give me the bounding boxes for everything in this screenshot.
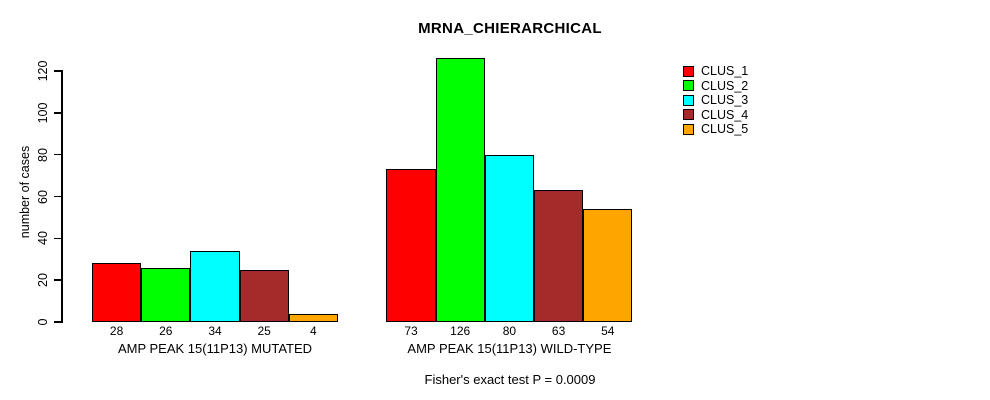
y-axis-tick-label: 80 (36, 147, 50, 162)
y-axis-tick (54, 153, 61, 156)
legend-label: CLUS_2 (701, 78, 749, 93)
bar (190, 250, 240, 322)
y-axis-tick (54, 237, 61, 240)
group-label: AMP PEAK 15(11P13) MUTATED (117, 341, 313, 356)
bar (141, 267, 191, 322)
y-axis-tick (54, 195, 61, 198)
bar-value-label: 28 (109, 324, 124, 338)
bar (92, 263, 142, 322)
y-axis-tick-label: 100 (36, 102, 50, 124)
y-axis-tick-label: 120 (36, 60, 50, 82)
bar (583, 209, 633, 322)
bar-value-label: 4 (310, 324, 317, 338)
bar (435, 58, 485, 322)
legend-swatch (683, 80, 694, 92)
legend-label: CLUS_1 (701, 64, 749, 79)
bar (239, 269, 289, 322)
bar-value-label: 126 (450, 324, 471, 338)
bar (484, 154, 534, 322)
annotation-fisher-test: Fisher's exact test P = 0.0009 (424, 372, 596, 387)
legend-item: CLUS_1 (683, 64, 748, 79)
bar-value-label: 34 (208, 324, 222, 338)
legend-item: CLUS_4 (683, 108, 748, 123)
bar (534, 190, 584, 322)
bar-value-label: 73 (404, 324, 418, 338)
y-axis-tick (54, 279, 61, 281)
legend-swatch (683, 94, 694, 106)
legend-item: CLUS_5 (683, 122, 748, 137)
y-axis-tick (54, 112, 61, 114)
y-axis-tick-label: 60 (36, 189, 50, 204)
group-label: AMP PEAK 15(11P13) WILD-TYPE (407, 341, 612, 356)
bar-value-label: 54 (601, 324, 615, 338)
legend-label: CLUS_4 (701, 107, 749, 122)
chart-title: MRNA_CHIERARCHICAL (418, 20, 602, 37)
legend-swatch (683, 109, 694, 121)
bar-value-label: 80 (502, 324, 517, 338)
bar (386, 169, 436, 322)
y-axis-tick-label: 40 (36, 231, 50, 246)
bar-value-label: 26 (159, 324, 173, 338)
legend-swatch (683, 123, 694, 135)
y-axis-line (61, 70, 63, 323)
legend-item: CLUS_2 (683, 79, 748, 94)
legend-item: CLUS_3 (683, 93, 748, 108)
legend-label: CLUS_3 (701, 93, 749, 108)
bar-value-label: 25 (257, 324, 271, 338)
bar-value-label: 63 (551, 324, 566, 338)
y-axis-tick (54, 321, 61, 323)
bar (288, 313, 338, 322)
y-axis-tick-label: 20 (36, 273, 50, 288)
legend-label: CLUS_5 (701, 122, 749, 137)
y-axis-tick-label: 0 (36, 318, 50, 326)
legend: CLUS_1 CLUS_2 CLUS_3 CLUS_4 CLUS_5 (683, 64, 748, 137)
y-axis-tick (54, 70, 61, 72)
legend-swatch (683, 65, 694, 77)
